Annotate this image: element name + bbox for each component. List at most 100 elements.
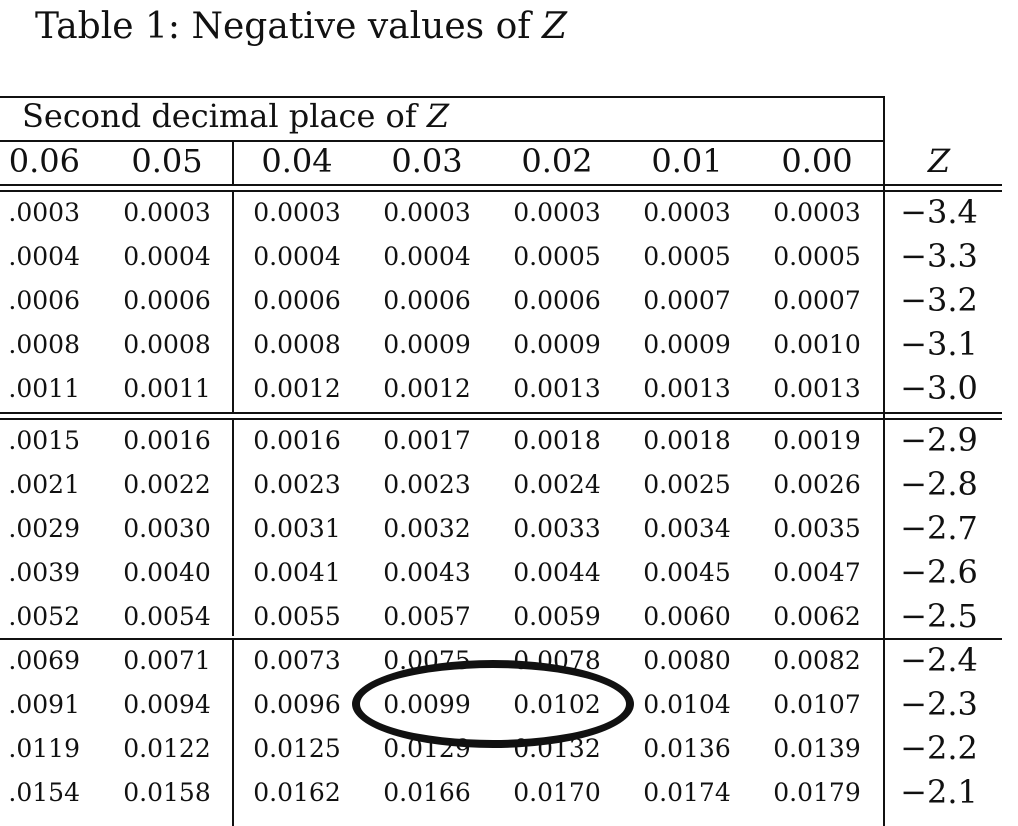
table-cell: 0.0032 <box>383 514 471 543</box>
table-cell: 0.0017 <box>383 426 471 455</box>
table-cell: 0.0033 <box>513 514 601 543</box>
table-cell: 0.0023 <box>383 470 471 499</box>
table-cell: 0.0035 <box>773 514 861 543</box>
table-cell: 0.0008 <box>253 330 341 359</box>
table-cell: 0.0013 <box>773 374 861 403</box>
table-cell: 0.0010 <box>773 330 861 359</box>
z-value: −2.5 <box>900 597 978 635</box>
table-cell: 0.0174 <box>643 778 731 807</box>
table-cell: .0011 <box>8 374 80 403</box>
table-cell: 0.0003 <box>383 198 471 227</box>
header-double-rule-bottom <box>0 190 1002 192</box>
z-value: −2.1 <box>900 773 978 811</box>
table-cell: 0.0136 <box>643 734 731 763</box>
table-cell: 0.0016 <box>253 426 341 455</box>
z-value: −3.2 <box>900 281 978 319</box>
table-cell: 0.0045 <box>643 558 731 587</box>
table-cell: 0.0004 <box>383 242 471 271</box>
table-cell: 0.0024 <box>513 470 601 499</box>
table-cell: 0.0034 <box>643 514 731 543</box>
table-cell: 0.0162 <box>253 778 341 807</box>
table-cell: 0.0170 <box>513 778 601 807</box>
header-cell-divider <box>232 140 234 185</box>
table-cell: 0.0055 <box>253 602 341 631</box>
group-double-rule-top <box>0 412 1002 414</box>
z-column-header: Z <box>927 142 951 180</box>
table-cell: 0.0008 <box>123 330 211 359</box>
span-header: Second decimal place of Z <box>22 96 449 136</box>
table-cell: .0069 <box>8 646 80 675</box>
column-header: 0.04 <box>261 142 333 180</box>
table-cell: 0.0047 <box>773 558 861 587</box>
table-cell: 0.0043 <box>383 558 471 587</box>
table-cell: .0052 <box>8 602 80 631</box>
caption-prefix: Table 1: Negative values of <box>35 6 543 47</box>
column-divider <box>232 640 234 826</box>
table-cell: 0.0158 <box>123 778 211 807</box>
table-cell: 0.0003 <box>253 198 341 227</box>
table-cell: 0.0003 <box>643 198 731 227</box>
table-top-rule <box>0 96 884 98</box>
z-value: −3.0 <box>900 369 978 407</box>
z-column-divider <box>883 96 885 826</box>
table-cell: .0029 <box>8 514 80 543</box>
table-cell: .0004 <box>8 242 80 271</box>
table-cell: 0.0016 <box>123 426 211 455</box>
table-cell: 0.0004 <box>123 242 211 271</box>
table-cell: 0.0023 <box>253 470 341 499</box>
table-cell: 0.0094 <box>123 690 211 719</box>
table-cell: 0.0018 <box>643 426 731 455</box>
table-cell: .0154 <box>8 778 80 807</box>
z-value: −3.3 <box>900 237 978 275</box>
table-cell: 0.0003 <box>513 198 601 227</box>
z-value: −2.2 <box>900 729 978 767</box>
table-cell: .0021 <box>8 470 80 499</box>
table-cell: 0.0005 <box>643 242 731 271</box>
table-cell: 0.0031 <box>253 514 341 543</box>
table-cell: 0.0062 <box>773 602 861 631</box>
column-header: 0.02 <box>521 142 593 180</box>
table-cell: .0119 <box>8 734 80 763</box>
column-header: 0.00 <box>781 142 853 180</box>
table-cell: 0.0018 <box>513 426 601 455</box>
z-value: −3.4 <box>900 193 978 231</box>
table-cell: 0.0009 <box>643 330 731 359</box>
table-cell: 0.0025 <box>643 470 731 499</box>
group-double-rule-bottom <box>0 418 1002 420</box>
span-header-variable: Z <box>426 97 450 135</box>
group-rule <box>0 638 1002 640</box>
table-cell: 0.0096 <box>253 690 341 719</box>
table-cell: 0.0013 <box>643 374 731 403</box>
table-cell: 0.0030 <box>123 514 211 543</box>
table-cell: 0.0012 <box>383 374 471 403</box>
column-divider <box>232 418 234 636</box>
table-cell: 0.0007 <box>773 286 861 315</box>
table-cell: 0.0166 <box>383 778 471 807</box>
span-header-text: Second decimal place of <box>22 97 427 135</box>
z-value: −3.1 <box>900 325 978 363</box>
table-cell: .0003 <box>8 198 80 227</box>
table-cell: 0.0009 <box>513 330 601 359</box>
column-header: 0.06 <box>8 142 80 180</box>
column-header: 0.01 <box>651 142 723 180</box>
table-cell: 0.0060 <box>643 602 731 631</box>
z-value: −2.9 <box>900 421 978 459</box>
table-cell: 0.0022 <box>123 470 211 499</box>
table-cell: 0.0004 <box>253 242 341 271</box>
table-cell: 0.0006 <box>383 286 471 315</box>
z-value: −2.3 <box>900 685 978 723</box>
table-cell: 0.0071 <box>123 646 211 675</box>
table-cell: 0.0059 <box>513 602 601 631</box>
table-cell: 0.0007 <box>643 286 731 315</box>
table-cell: 0.0006 <box>253 286 341 315</box>
table-cell: 0.0082 <box>773 646 861 675</box>
table-cell: 0.0054 <box>123 602 211 631</box>
table-cell: 0.0107 <box>773 690 861 719</box>
table-cell: 0.0019 <box>773 426 861 455</box>
table-cell: .0006 <box>8 286 80 315</box>
table-cell: 0.0003 <box>123 198 211 227</box>
table-cell: 0.0026 <box>773 470 861 499</box>
highlight-ellipse <box>352 660 634 748</box>
column-divider <box>232 190 234 412</box>
table-cell: 0.0013 <box>513 374 601 403</box>
